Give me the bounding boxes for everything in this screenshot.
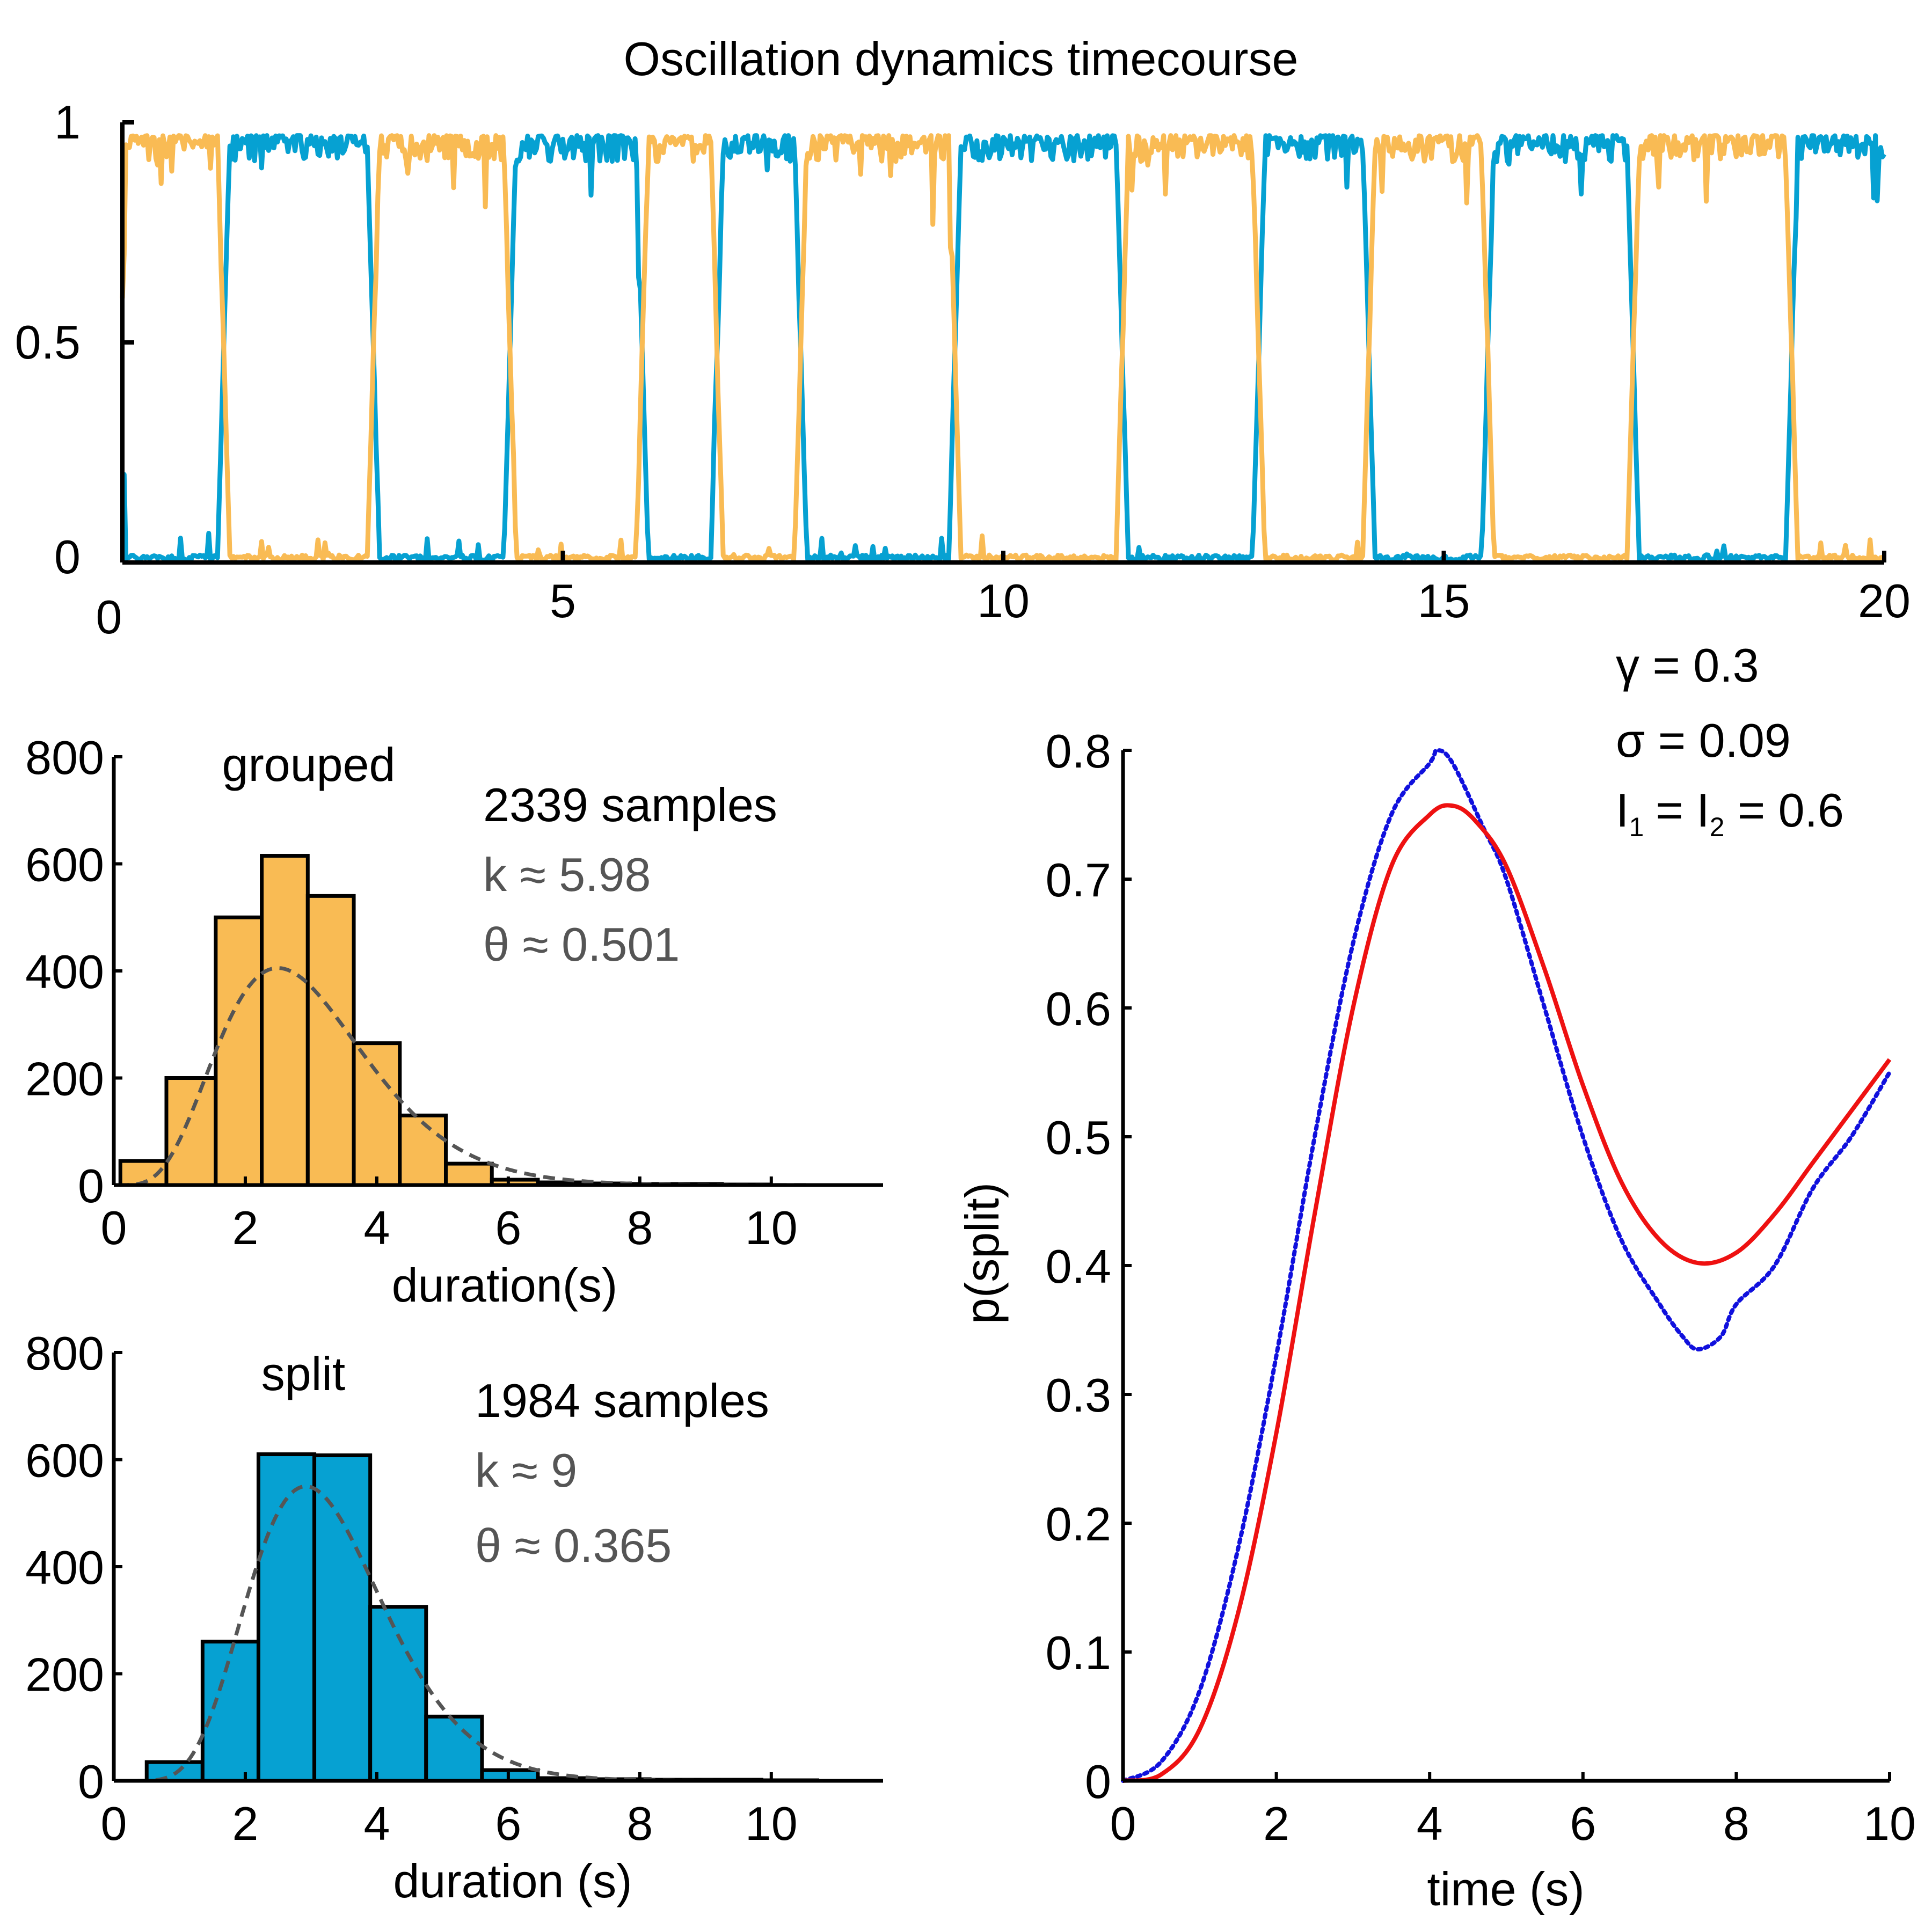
split-y-tick-label: 800 [25, 1327, 104, 1380]
psplit-x-tick-label: 8 [1723, 1797, 1749, 1850]
histogram-grouped-label: grouped [222, 738, 396, 791]
grouped-bar [446, 1164, 492, 1185]
psplit-x-tick-label: 10 [1863, 1797, 1916, 1850]
split-bar [370, 1607, 426, 1781]
grouped-y-tick-label: 600 [25, 838, 104, 891]
grouped-x-tick-label: 4 [363, 1201, 390, 1254]
param-i-value: = 0.6 [1724, 784, 1844, 837]
split-bar [426, 1716, 482, 1781]
psplit-y-tick-label: 0.4 [1046, 1240, 1111, 1293]
timecourse-x-tick-label: 15 [1418, 574, 1470, 627]
param-i1-name: I [1616, 784, 1629, 837]
split-k-value: k ≈ 9 [475, 1444, 577, 1497]
split-y-tick-label: 0 [78, 1755, 104, 1808]
psplit-panel: 0 2 4 6 8 10 0 0.1 0.2 0.3 0.4 0.5 0.6 0.7 0.8 time (s… [956, 639, 1916, 1915]
histogram-grouped-panel: 0 2 4 6 8 10 0 200 400 600 800 grouped 2339 sample… [25, 731, 883, 1312]
histogram-split-x-label: duration (s) [393, 1854, 632, 1907]
grouped-bar [166, 1078, 216, 1186]
grouped-theta-value: θ ≈ 0.501 [483, 918, 680, 971]
timecourse-line-split [122, 136, 1884, 560]
psplit-x-tick-label: 2 [1263, 1797, 1289, 1850]
psplit-y-tick-label: 0.6 [1046, 982, 1111, 1035]
timecourse-title: Oscillation dynamics timecourse [624, 32, 1299, 85]
split-theta-value: θ ≈ 0.365 [475, 1519, 672, 1572]
grouped-x-tick-label: 10 [745, 1201, 798, 1254]
grouped-y-tick-label: 800 [25, 731, 104, 784]
grouped-bar [262, 856, 308, 1185]
grouped-x-tick-label: 8 [626, 1201, 653, 1254]
param-gamma: γ = 0.3 [1616, 639, 1759, 692]
grouped-y-tick-label: 200 [25, 1052, 104, 1106]
split-samples-count: 1984 samples [475, 1374, 769, 1427]
psplit-x-tick-label: 4 [1417, 1797, 1443, 1850]
split-y-tick-label: 200 [25, 1648, 104, 1701]
grouped-x-tick-label: 0 [101, 1201, 127, 1254]
psplit-x-label: time (s) [1427, 1862, 1584, 1915]
timecourse-x-tick-label: 10 [977, 574, 1030, 627]
timecourse-panel: Oscillation dynamics timecourse 0 5 10 15 20… [15, 32, 1911, 644]
psplit-line-model [1123, 805, 1890, 1781]
split-bar [147, 1762, 202, 1781]
psplit-y-tick-label: 0.2 [1046, 1497, 1111, 1551]
grouped-bar [216, 917, 262, 1185]
grouped-y-tick-label: 0 [78, 1159, 104, 1212]
timecourse-line-grouped [122, 136, 1884, 560]
split-y-tick-label: 600 [25, 1434, 104, 1487]
param-i1-subscript: 1 [1629, 812, 1644, 842]
split-x-tick-label: 0 [101, 1797, 127, 1850]
psplit-line-simulation [1123, 750, 1890, 1781]
grouped-y-tick-label: 400 [25, 945, 104, 998]
psplit-y-tick-label: 0.8 [1046, 725, 1111, 778]
timecourse-y-tick-label: 0 [54, 530, 81, 583]
split-y-tick-label: 400 [25, 1541, 104, 1594]
timecourse-x-tick-label: 5 [550, 574, 576, 627]
split-bar [315, 1456, 370, 1781]
psplit-x-tick-label: 6 [1570, 1797, 1596, 1850]
timecourse-plot-area [122, 136, 1884, 560]
timecourse-x-tick-label: 20 [1858, 574, 1911, 627]
split-x-tick-label: 4 [363, 1797, 390, 1850]
grouped-bar [354, 1043, 400, 1185]
grouped-bar [400, 1115, 446, 1185]
timecourse-y-tick-label: 0.5 [15, 316, 81, 369]
split-x-tick-label: 10 [745, 1797, 798, 1850]
psplit-x-tick-label: 0 [1110, 1797, 1136, 1850]
timecourse-y-ticks: 00.51 [15, 96, 134, 583]
grouped-x-tick-label: 6 [495, 1201, 521, 1254]
psplit-plot-area: 0 2 4 6 8 10 0 0.1 0.2 0.3 0.4 0.5 0.6 0.7 0.8 [1046, 725, 1916, 1850]
psplit-y-tick-label: 0.1 [1046, 1626, 1111, 1679]
param-i2-name: = I [1656, 784, 1709, 837]
histogram-split-label: split [261, 1347, 346, 1400]
psplit-y-tick-label: 0.3 [1046, 1369, 1111, 1422]
grouped-bar [308, 896, 354, 1185]
split-bar [202, 1642, 258, 1781]
split-x-tick-label: 8 [626, 1797, 653, 1850]
psplit-y-label: p(split) [956, 1182, 1009, 1324]
psplit-y-tick-label: 0 [1085, 1755, 1111, 1808]
param-input-strength: I1 = I2 = 0.6 [1616, 784, 1844, 842]
split-bar [258, 1454, 314, 1781]
psplit-y-tick-label: 0.5 [1046, 1111, 1111, 1164]
split-x-tick-label: 6 [495, 1797, 521, 1850]
histogram-grouped-x-label: duration(s) [392, 1259, 618, 1312]
grouped-k-value: k ≈ 5.98 [483, 848, 651, 901]
param-i2-subscript: 2 [1710, 812, 1725, 842]
grouped-samples-count: 2339 samples [483, 778, 777, 831]
psplit-y-tick-label: 0.7 [1046, 853, 1111, 907]
param-sigma: σ = 0.09 [1616, 714, 1791, 767]
timecourse-x-tick-label: 0 [96, 590, 122, 644]
grouped-x-tick-label: 2 [232, 1201, 258, 1254]
split-x-tick-label: 2 [232, 1797, 258, 1850]
timecourse-y-tick-label: 1 [54, 96, 81, 149]
